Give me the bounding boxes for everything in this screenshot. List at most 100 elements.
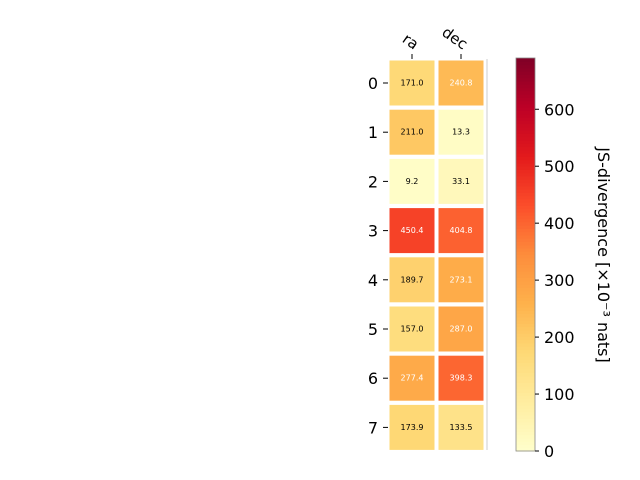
- y-tick-label: 7: [368, 418, 378, 437]
- cell-value-label: 273.1: [450, 275, 473, 284]
- heatmap-cell: [438, 306, 484, 352]
- colorbar-segment: [516, 303, 535, 308]
- colorbar-segment: [516, 182, 535, 187]
- colorbar-segment: [516, 444, 535, 449]
- colorbar-segment: [516, 431, 535, 436]
- colorbar-segment: [516, 437, 535, 442]
- cell-value-label: 9.2: [406, 177, 419, 186]
- colorbar-segment: [516, 175, 535, 180]
- heatmap-cell: [438, 158, 484, 204]
- y-tick-label: 1: [368, 123, 378, 142]
- y-axis: 0 1 2 3 4 5 6 7: [368, 74, 388, 437]
- colorbar-segment: [516, 77, 535, 82]
- colorbar-tick-label: 500: [544, 157, 575, 176]
- colorbar-segment: [516, 67, 535, 72]
- heatmap-cell: [438, 208, 484, 254]
- y-tick-label: 6: [368, 369, 378, 388]
- cell-value-label: 13.3: [452, 128, 470, 137]
- colorbar-segment: [516, 87, 535, 92]
- colorbar-segment: [516, 395, 535, 400]
- colorbar-segment: [516, 333, 535, 337]
- cell-value-label: 287.0: [450, 325, 473, 334]
- colorbar-segment: [516, 300, 535, 305]
- x-tick-label: ra: [399, 30, 422, 54]
- colorbar-segment: [516, 320, 535, 324]
- colorbar-segment: [516, 130, 535, 134]
- colorbar-segment: [516, 385, 535, 390]
- colorbar-segment: [516, 61, 535, 66]
- colorbar-segment: [516, 133, 535, 138]
- colorbar-segment: [516, 198, 535, 203]
- y-tick-label: 3: [368, 222, 378, 241]
- colorbar-segment: [516, 362, 535, 367]
- colorbar-segment: [516, 202, 535, 206]
- colorbar-segment: [516, 228, 535, 233]
- colorbar-segment: [516, 283, 535, 288]
- colorbar-segment: [516, 408, 535, 413]
- colorbar-tick-label: 400: [544, 214, 575, 233]
- colorbar-segment: [516, 297, 535, 301]
- colorbar-segment: [516, 156, 535, 161]
- colorbar-segment: [516, 215, 535, 220]
- colorbar-segment: [516, 110, 535, 115]
- colorbar-segment: [516, 280, 535, 285]
- colorbar-tick-label: 200: [544, 328, 575, 347]
- cell-value-label: 33.1: [452, 177, 470, 186]
- colorbar-segment: [516, 221, 535, 226]
- colorbar-segment: [516, 447, 535, 452]
- heatmap-cells: 171.0 240.8 211.0 13.3 9.2 33.1 450.4 404.8 189.…: [389, 59, 488, 450]
- colorbar-segment: [516, 94, 535, 98]
- colorbar-segment: [516, 208, 535, 213]
- colorbar-segment: [516, 238, 535, 242]
- cell-value-label: 277.4: [401, 374, 424, 383]
- colorbar-segment: [516, 372, 535, 377]
- colorbar-segment: [516, 323, 535, 328]
- colorbar-segment: [516, 195, 535, 200]
- colorbar-segment: [516, 172, 535, 177]
- x-axis: ra dec: [399, 23, 471, 59]
- colorbar-segment: [516, 80, 535, 85]
- colorbar-segment: [516, 185, 535, 190]
- colorbar-label: JS-divergence [×10⁻³ nats]: [594, 146, 613, 362]
- colorbar-segment: [516, 211, 535, 216]
- colorbar-frame: [515, 57, 536, 452]
- cell-value-label: 398.3: [450, 374, 473, 383]
- colorbar-segment: [516, 113, 535, 118]
- colorbar-segment: [516, 411, 535, 416]
- heatmap-cell: [438, 60, 484, 106]
- colorbar-segment: [516, 241, 535, 246]
- colorbar-segment: [516, 225, 535, 229]
- colorbar-segment: [516, 398, 535, 403]
- colorbar-segment: [516, 159, 535, 164]
- y-tick-label: 4: [368, 271, 378, 290]
- colorbar-segment: [516, 189, 535, 193]
- heatmap-cell: [438, 355, 484, 401]
- colorbar-segment: [516, 382, 535, 387]
- colorbar-segment: [516, 149, 535, 154]
- colorbar-segment: [516, 120, 535, 125]
- cell-value-label: 133.5: [450, 423, 473, 432]
- colorbar-segment: [516, 424, 535, 429]
- colorbar-segment: [516, 257, 535, 262]
- colorbar-segment: [516, 97, 535, 102]
- y-tick-label: 2: [368, 172, 378, 191]
- colorbar-tick-label: 0: [544, 442, 554, 461]
- heatmap-cell: [389, 257, 435, 303]
- colorbar-segment: [516, 329, 535, 334]
- colorbar-segment: [516, 306, 535, 311]
- colorbar-segment: [516, 231, 535, 236]
- colorbar-segment: [516, 356, 535, 360]
- heatmap-cell: [389, 208, 435, 254]
- colorbar-tick-label: 300: [544, 271, 575, 290]
- colorbar-segment: [516, 313, 535, 318]
- colorbar-segment: [516, 261, 535, 265]
- x-tick-label: dec: [439, 23, 471, 53]
- colorbar-segment: [516, 126, 535, 131]
- colorbar-segment: [516, 346, 535, 351]
- colorbar-segment: [516, 342, 535, 347]
- colorbar-segment: [516, 441, 535, 446]
- heatmap-cell: [438, 257, 484, 303]
- colorbar-segment: [516, 234, 535, 239]
- colorbar-segment: [516, 58, 535, 62]
